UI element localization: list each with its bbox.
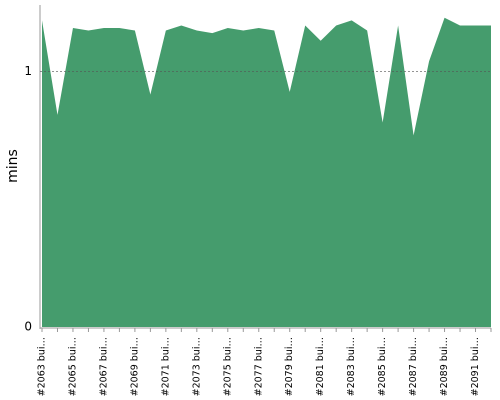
- x-tick-label: #2087 bui…: [408, 337, 419, 396]
- x-tick-label: #2083 bui…: [346, 337, 357, 396]
- x-tick-label: #2063 bui…: [37, 337, 48, 396]
- y-axis-label: mins: [5, 149, 21, 183]
- x-tick-label: #2079 bui…: [284, 337, 295, 396]
- area: [42, 17, 491, 328]
- x-tick-label: #2089 bui…: [439, 337, 450, 396]
- x-tick-label: #2065 bui…: [67, 337, 78, 396]
- x-tick-label: #2071 bui…: [160, 337, 171, 396]
- x-tick-label: #2067 bui…: [98, 337, 109, 396]
- y-tick-label: 1: [24, 64, 32, 78]
- y-tick-label: 0: [24, 320, 32, 334]
- x-tick-label: #2073 bui…: [191, 337, 202, 396]
- x-tick-label: #2081 bui…: [315, 337, 326, 396]
- x-tick-label: #2091 bui…: [470, 337, 481, 396]
- x-tick-label: #2077 bui…: [253, 337, 264, 396]
- x-tick-label: #2069 bui…: [129, 337, 140, 396]
- x-tick-label: #2075 bui…: [222, 337, 233, 396]
- x-tick-label: #2085 bui…: [377, 337, 388, 396]
